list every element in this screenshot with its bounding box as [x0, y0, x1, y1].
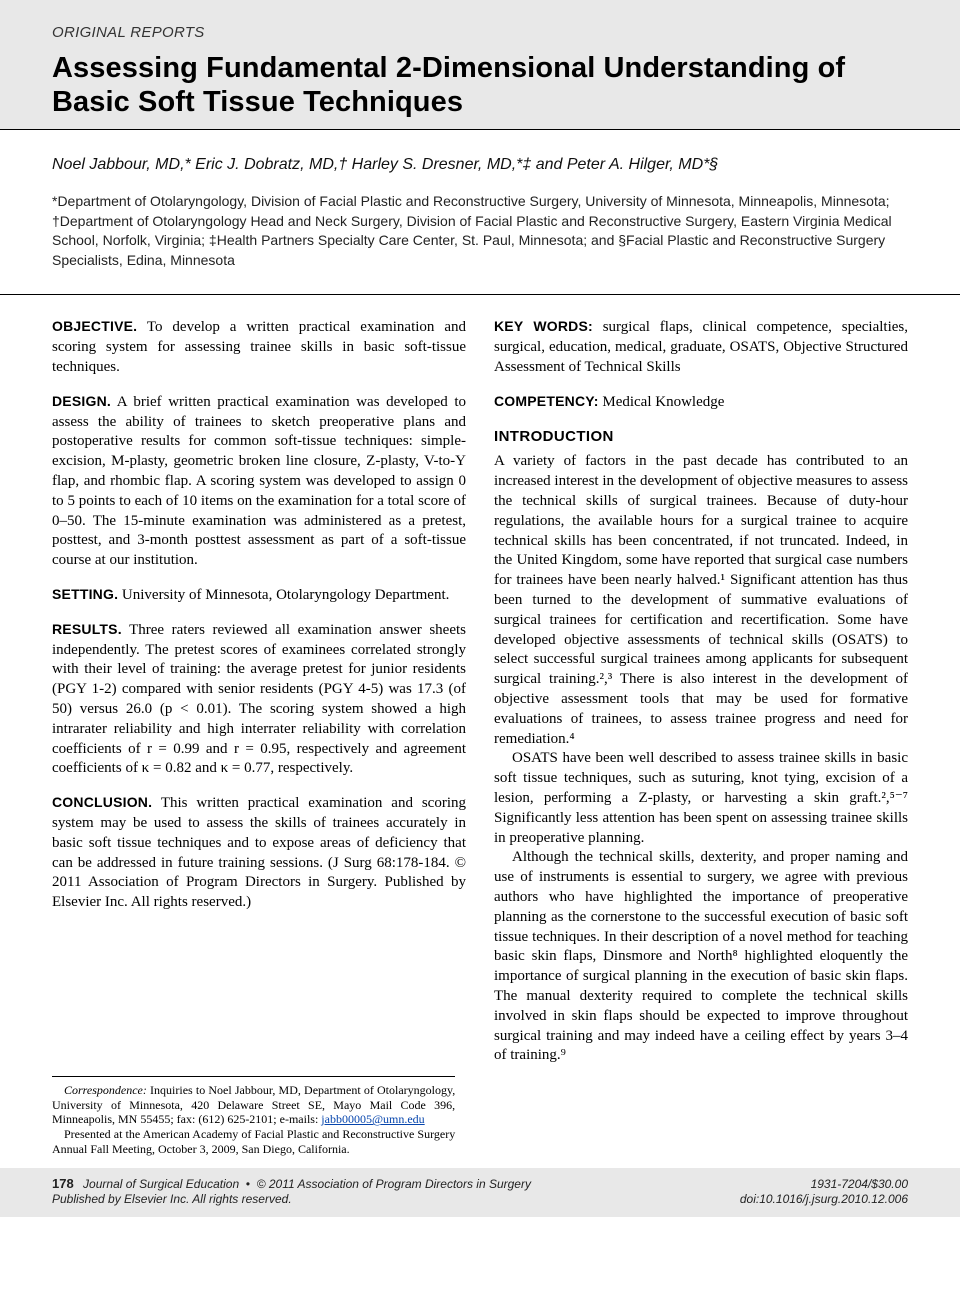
- abstract-setting: SETTING. University of Minnesota, Otolar…: [52, 585, 466, 606]
- abstract-competency: COMPETENCY: Medical Knowledge: [494, 392, 908, 413]
- copyright-line-1: © 2011 Association of Program Directors …: [257, 1177, 531, 1191]
- abs-body-design: A brief written practical examination wa…: [52, 394, 466, 568]
- abstract-objective: OBJECTIVE. To develop a written practica…: [52, 317, 466, 377]
- abs-head-results: RESULTS.: [52, 621, 122, 637]
- abs-body-conclusion: This written practical examination and s…: [52, 795, 466, 910]
- intro-paragraph: Although the technical skills, dexterity…: [494, 848, 908, 1066]
- header-band: ORIGINAL REPORTS Assessing Fundamental 2…: [0, 0, 960, 129]
- doi: doi:10.1016/j.jsurg.2010.12.006: [740, 1192, 908, 1206]
- abs-head-setting: SETTING.: [52, 586, 118, 602]
- journal-name: Journal of Surgical Education: [83, 1177, 239, 1191]
- correspondence-label: Correspondence:: [64, 1083, 147, 1097]
- abstract-conclusion: CONCLUSION. This written practical exami…: [52, 793, 466, 913]
- correspondence-footnote: Correspondence: Inquiries to Noel Jabbou…: [52, 1083, 455, 1127]
- right-column: KEY WORDS: surgical flaps, clinical comp…: [494, 317, 908, 1066]
- introduction-heading: INTRODUCTION: [494, 427, 908, 447]
- page-container: ORIGINAL REPORTS Assessing Fundamental 2…: [0, 0, 960, 1217]
- body-columns: OBJECTIVE. To develop a written practica…: [0, 295, 960, 1076]
- abstract-results: RESULTS. Three raters reviewed all exami…: [52, 620, 466, 779]
- abs-body-setting: University of Minnesota, Otolaryngology …: [122, 587, 449, 603]
- footer-left: 178 Journal of Surgical Education • © 20…: [52, 1176, 531, 1207]
- article-title: Assessing Fundamental 2-Dimensional Unde…: [52, 51, 908, 119]
- abs-head-objective: OBJECTIVE.: [52, 318, 137, 334]
- affiliations-line: *Department of Otolaryngology, Division …: [52, 192, 908, 270]
- copyright-line-2: Published by Elsevier Inc. All rights re…: [52, 1192, 292, 1206]
- footer-right: 1931-7204/$30.00 doi:10.1016/j.jsurg.201…: [740, 1177, 908, 1207]
- abs-body-results: Three raters reviewed all examination an…: [52, 622, 466, 777]
- abs-head-keywords: KEY WORDS:: [494, 318, 593, 334]
- footnotes-block: Correspondence: Inquiries to Noel Jabbou…: [52, 1076, 455, 1156]
- presented-footnote: Presented at the American Academy of Fac…: [52, 1127, 455, 1156]
- section-label: ORIGINAL REPORTS: [52, 24, 908, 41]
- left-column: OBJECTIVE. To develop a written practica…: [52, 317, 466, 1066]
- correspondence-email-link[interactable]: jabb00005@umn.edu: [321, 1112, 424, 1126]
- footer-bar: 178 Journal of Surgical Education • © 20…: [0, 1168, 960, 1217]
- abs-head-competency: COMPETENCY:: [494, 393, 599, 409]
- intro-paragraph: A variety of factors in the past decade …: [494, 452, 908, 749]
- intro-paragraph: OSATS have been well described to assess…: [494, 749, 908, 848]
- issn-price: 1931-7204/$30.00: [811, 1177, 908, 1191]
- abstract-design: DESIGN. A brief written practical examin…: [52, 392, 466, 571]
- authors-line: Noel Jabbour, MD,* Eric J. Dobratz, MD,†…: [52, 154, 908, 176]
- abs-head-conclusion: CONCLUSION.: [52, 794, 152, 810]
- abs-body-competency: Medical Knowledge: [602, 394, 724, 410]
- abs-head-design: DESIGN.: [52, 393, 111, 409]
- authors-affiliations-block: Noel Jabbour, MD,* Eric J. Dobratz, MD,†…: [0, 129, 960, 295]
- page-number: 178: [52, 1176, 74, 1191]
- abstract-keywords: KEY WORDS: surgical flaps, clinical comp…: [494, 317, 908, 377]
